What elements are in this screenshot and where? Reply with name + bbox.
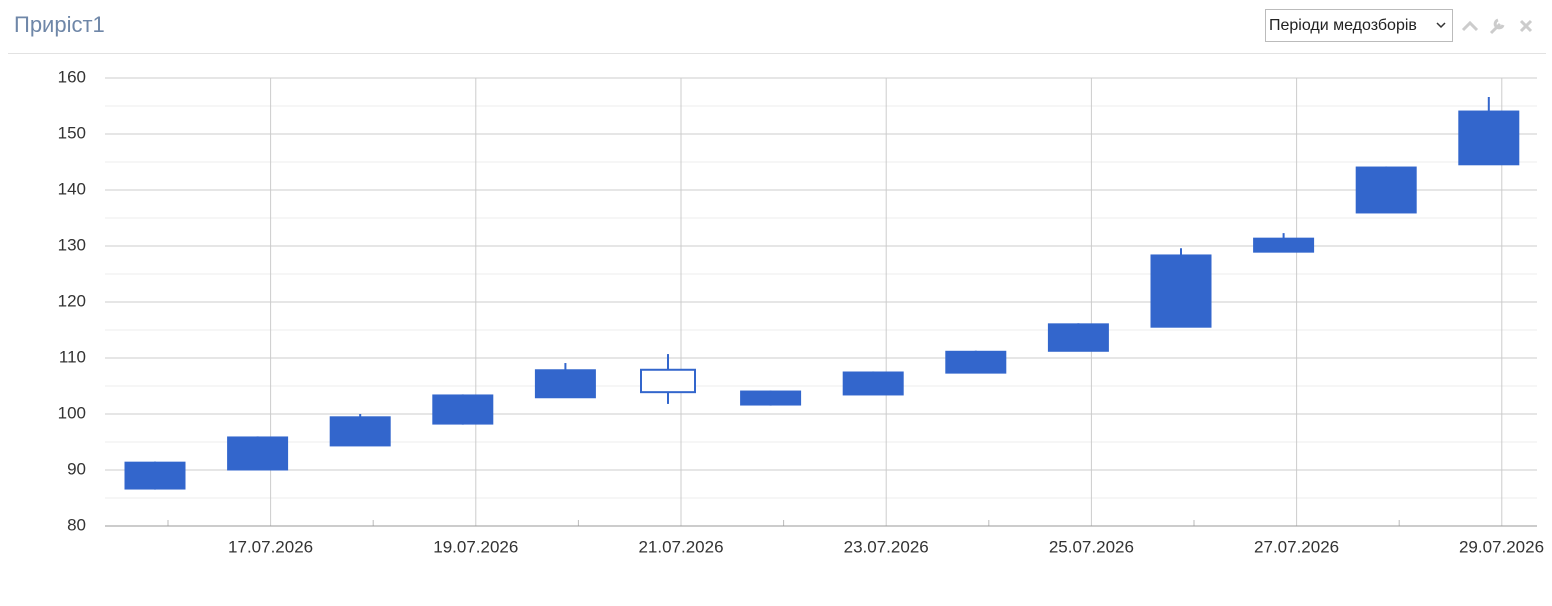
settings-icon[interactable] xyxy=(1489,18,1505,35)
candle-body xyxy=(842,371,904,396)
x-tick-label: 23.07.2026 xyxy=(844,537,929,556)
candle-body xyxy=(534,369,596,399)
y-tick-label: 120 xyxy=(58,291,86,310)
close-icon[interactable] xyxy=(1519,19,1533,33)
candle-body xyxy=(227,436,289,471)
candle-body xyxy=(432,394,494,425)
period-dropdown[interactable]: Періоди медозборів xyxy=(1265,9,1453,42)
x-tick-label: 19.07.2026 xyxy=(433,537,518,556)
y-tick-label: 90 xyxy=(67,459,86,478)
y-tick-label: 140 xyxy=(58,179,86,198)
widget-title: Приріст1 xyxy=(14,12,105,37)
x-tick-label: 25.07.2026 xyxy=(1049,537,1134,556)
candle-body xyxy=(1355,166,1417,214)
candle-body xyxy=(1047,323,1109,352)
y-tick-label: 110 xyxy=(59,347,86,366)
candle-body xyxy=(1150,254,1212,328)
y-tick-label: 80 xyxy=(67,515,86,534)
collapse-icon[interactable] xyxy=(1461,20,1479,32)
candle-body xyxy=(124,461,186,490)
widget-icons xyxy=(1461,18,1533,35)
candle-body xyxy=(945,350,1007,374)
candle-body xyxy=(740,390,802,406)
y-tick-label: 100 xyxy=(58,403,86,422)
dropdown-text: Періоди медозборів xyxy=(1269,17,1417,34)
candle-body xyxy=(329,416,391,447)
candle-body xyxy=(1458,110,1520,166)
y-tick-label: 160 xyxy=(58,67,86,86)
x-tick-label: 29.07.2026 xyxy=(1459,537,1544,556)
y-tick-label: 150 xyxy=(58,123,86,142)
y-tick-label: 130 xyxy=(58,235,86,254)
dropdown-arrow xyxy=(1436,22,1446,29)
candle-body xyxy=(640,368,696,394)
candle-body xyxy=(1253,237,1315,253)
x-tick-label: 21.07.2026 xyxy=(638,537,723,556)
x-tick-label: 17.07.2026 xyxy=(228,537,313,556)
x-tick-label: 27.07.2026 xyxy=(1254,537,1339,556)
header-divider xyxy=(8,53,1546,54)
